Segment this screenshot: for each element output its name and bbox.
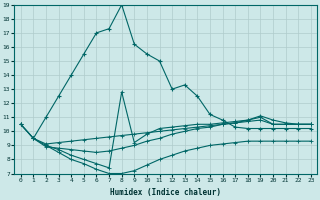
X-axis label: Humidex (Indice chaleur): Humidex (Indice chaleur)	[110, 188, 221, 197]
